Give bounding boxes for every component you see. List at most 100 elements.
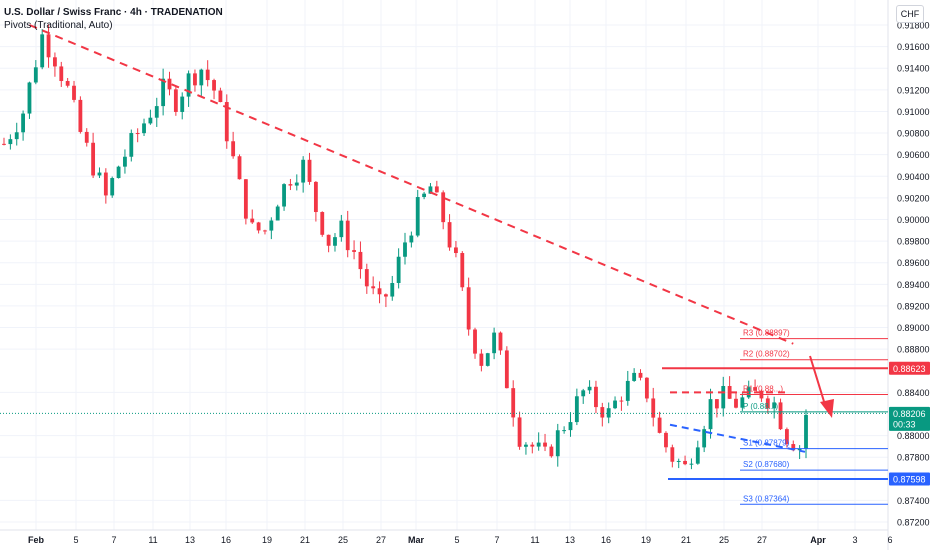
candle-body xyxy=(65,81,70,86)
candle-body xyxy=(492,332,497,354)
candle-body xyxy=(243,179,248,219)
time-tick-label: 19 xyxy=(641,535,651,545)
candle-body xyxy=(193,73,197,86)
candle-body xyxy=(364,269,369,287)
candle-body xyxy=(301,159,306,183)
price-tick-label: 0.88000 xyxy=(897,431,930,441)
price-tick-label: 0.89800 xyxy=(897,237,930,247)
currency-button[interactable]: CHF xyxy=(896,5,924,23)
time-tick-label: 11 xyxy=(148,535,157,545)
candle-body xyxy=(434,186,439,193)
candle-body xyxy=(59,66,64,82)
candle-body xyxy=(14,132,19,140)
time-tick-label: 5 xyxy=(73,535,78,545)
candle-body xyxy=(409,235,414,243)
candle-body xyxy=(269,220,274,231)
candle-body xyxy=(142,123,146,134)
candle-body xyxy=(695,447,700,464)
resistance-badge[interactable] xyxy=(889,361,930,375)
candle-body xyxy=(358,251,363,270)
levels: R3 (0.88897)R2 (0.88702)R1 (0.88...)P (0… xyxy=(0,329,888,505)
candle-body xyxy=(2,143,6,145)
candle-body xyxy=(180,96,185,112)
downtrend-line xyxy=(29,24,794,345)
candle-body xyxy=(784,429,789,445)
time-tick-label: 13 xyxy=(565,535,575,545)
candle-body xyxy=(339,220,344,238)
candle-body xyxy=(625,380,630,401)
candle-body xyxy=(714,399,719,409)
candle-body xyxy=(613,400,617,409)
time-tick-label: 27 xyxy=(757,535,767,545)
candle-body xyxy=(326,234,331,246)
candle-body xyxy=(21,113,26,133)
candle-body xyxy=(110,178,115,196)
time-tick-label: 16 xyxy=(601,535,611,545)
candle-body xyxy=(320,212,325,235)
candle-body xyxy=(383,294,388,297)
candle-body xyxy=(632,372,637,381)
candle-body xyxy=(708,399,713,430)
candle-body xyxy=(657,417,662,433)
candle-body xyxy=(224,102,229,142)
candle-body xyxy=(154,106,159,118)
candle-body xyxy=(116,166,121,179)
candle-body xyxy=(479,353,484,366)
candle-body xyxy=(543,442,547,447)
candle-body xyxy=(804,414,808,449)
candle-body xyxy=(555,430,560,457)
time-tick-label: 11 xyxy=(530,535,539,545)
candle-body xyxy=(524,444,528,447)
candle-body xyxy=(536,442,541,447)
candle-body xyxy=(740,397,745,408)
range-bottom-line xyxy=(669,423,806,453)
price-tick-label: 0.89000 xyxy=(897,323,930,333)
candle-body xyxy=(148,117,153,124)
candle-body xyxy=(511,388,516,418)
time-tick-label: 19 xyxy=(262,535,272,545)
drawings xyxy=(29,24,888,481)
candle-body xyxy=(581,390,586,397)
candle-body xyxy=(403,242,407,257)
pivot-s3-label: S3 (0.87364) xyxy=(743,494,790,503)
candle-body xyxy=(753,387,757,391)
projection-arrow-head xyxy=(820,399,834,418)
price-tick-label: 0.91800 xyxy=(897,21,930,31)
grid xyxy=(0,0,888,530)
candle-body xyxy=(568,422,573,431)
candle-body xyxy=(218,90,223,103)
candle-body xyxy=(275,206,280,221)
support-badge[interactable] xyxy=(889,472,930,486)
time-axis[interactable]: Feb 5 7 11 13 16 19 21 25 27 Mar 5 7 11 13 16 19 21 25 27 Ap… xyxy=(28,535,893,545)
price-tick-label: 0.91000 xyxy=(897,107,930,117)
candle-body xyxy=(8,139,13,145)
indicator-label[interactable]: Pivots (Traditional, Auto) xyxy=(4,20,113,31)
time-tick-label: Mar xyxy=(408,535,425,545)
time-tick-label: 21 xyxy=(300,535,310,545)
support-badge-text: 0.87598 xyxy=(893,475,926,485)
last-price-badge[interactable] xyxy=(889,406,930,431)
candle-body xyxy=(574,396,579,423)
symbol-title[interactable]: U.S. Dollar / Swiss Franc · 4h · TRADENA… xyxy=(4,7,223,18)
price-axis[interactable]: 0.91800 0.91600 0.91400 0.91200 0.91000 0.908… xyxy=(889,21,930,528)
candle-body xyxy=(466,287,471,330)
candle-body xyxy=(288,184,293,186)
time-tick-label: 7 xyxy=(111,535,116,545)
candle-body xyxy=(256,222,261,231)
last-price-badge-countdown: 00:33 xyxy=(893,419,916,429)
candle-body xyxy=(282,184,286,207)
candle-body xyxy=(606,408,611,418)
candle-body xyxy=(377,288,382,295)
projection-arrow-shaft xyxy=(809,355,827,409)
candle-body xyxy=(498,332,503,351)
candle-body xyxy=(135,133,140,135)
candle-body xyxy=(619,400,624,402)
time-tick-label: 5 xyxy=(454,535,459,545)
time-tick-label: 6 xyxy=(887,535,892,545)
price-tick-label: 0.91400 xyxy=(897,64,930,74)
price-tick-label: 0.87400 xyxy=(897,496,930,506)
candle-body xyxy=(778,402,783,430)
candle-body xyxy=(797,448,802,451)
candle-body xyxy=(791,444,796,451)
